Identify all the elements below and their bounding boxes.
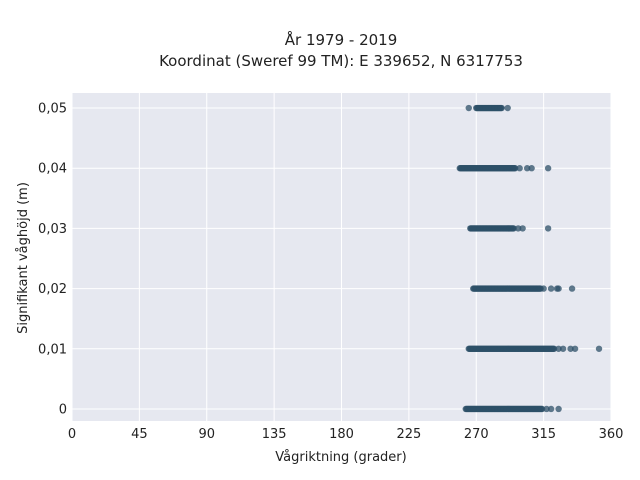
data-point bbox=[547, 285, 555, 292]
data-point bbox=[555, 405, 562, 413]
data-point bbox=[504, 104, 511, 112]
x-tick-label: 90 bbox=[198, 427, 215, 442]
data-point bbox=[595, 345, 603, 352]
y-tick-label: 0,01 bbox=[38, 342, 67, 357]
data-point bbox=[559, 345, 567, 352]
data-point bbox=[516, 165, 523, 172]
y-axis-label: Signifikant våghöjd (m) bbox=[16, 182, 31, 334]
data-point bbox=[540, 285, 547, 292]
data-point bbox=[567, 345, 574, 352]
data-point bbox=[510, 225, 517, 232]
data-point bbox=[547, 405, 555, 413]
data-point bbox=[555, 285, 562, 292]
data-point bbox=[519, 225, 526, 232]
x-tick-label: 315 bbox=[531, 427, 556, 442]
x-tick-label: 225 bbox=[396, 427, 421, 442]
chart-title: År 1979 - 2019 bbox=[285, 30, 398, 49]
data-point bbox=[568, 285, 576, 292]
data-point bbox=[555, 345, 562, 352]
y-tick-label: 0,03 bbox=[38, 222, 67, 237]
x-tick-label: 180 bbox=[329, 427, 354, 442]
data-point bbox=[544, 225, 552, 232]
data-point bbox=[514, 225, 522, 232]
data-point bbox=[550, 345, 558, 352]
data-point bbox=[544, 165, 552, 172]
x-tick-label: 270 bbox=[464, 427, 489, 442]
y-tick-labels: 0 0,01 0,02 0,03 0,04 0,05 bbox=[38, 102, 67, 418]
x-tick-labels: 0 45 90 135 180 225 270 315 360 bbox=[68, 427, 624, 442]
chart-subtitle: Koordinat (Sweref 99 TM): E 339652, N 63… bbox=[159, 52, 523, 70]
x-tick-label: 0 bbox=[68, 427, 76, 442]
y-tick-label: 0 bbox=[59, 402, 67, 417]
data-point bbox=[511, 165, 519, 172]
x-tick-label: 45 bbox=[131, 427, 148, 442]
x-axis-label: Vågriktning (grader) bbox=[275, 450, 406, 465]
y-tick-label: 0,02 bbox=[38, 282, 67, 297]
x-tick-label: 135 bbox=[262, 427, 287, 442]
data-point bbox=[523, 165, 531, 172]
data-point bbox=[465, 104, 472, 112]
y-tick-label: 0,05 bbox=[38, 102, 67, 117]
x-tick-label: 360 bbox=[599, 427, 624, 442]
data-point bbox=[543, 405, 550, 413]
data-point bbox=[538, 405, 546, 413]
data-point bbox=[571, 345, 579, 352]
y-tick-label: 0,04 bbox=[38, 162, 67, 177]
data-point bbox=[498, 104, 505, 112]
data-point bbox=[528, 165, 535, 172]
data-points bbox=[456, 104, 603, 413]
